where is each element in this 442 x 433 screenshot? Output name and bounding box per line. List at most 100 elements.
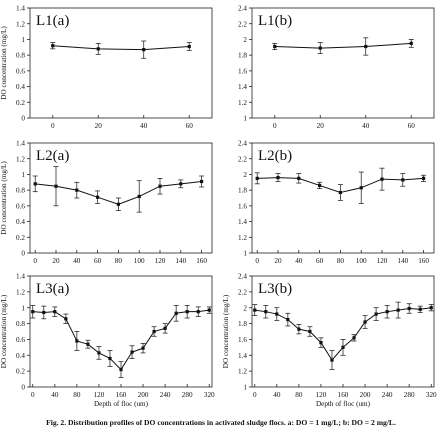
chart-panel: 1 1.2 1.4 1.6 1.8 2 2.2 2.4 0 20 40 60 L1(b) <box>238 5 435 130</box>
x-tick-label: 160 <box>196 257 207 265</box>
y-tick-label: 2.2 <box>238 155 247 163</box>
data-point <box>96 195 100 199</box>
plot-frame <box>251 7 435 119</box>
x-tick-label: 40 <box>140 122 148 130</box>
data-point <box>380 177 384 181</box>
x-tick-label: 200 <box>360 391 371 399</box>
x-tick-label: 80 <box>73 391 81 399</box>
y-tick-label: 0 <box>21 115 25 123</box>
x-tick-label: 0 <box>255 257 259 265</box>
data-point <box>200 179 204 184</box>
y-tick-label: 0.4 <box>16 83 25 91</box>
x-tick-label: 20 <box>52 257 60 265</box>
data-point <box>64 317 68 321</box>
y-tick-label: 2 <box>243 36 247 44</box>
y-tick-label: 1.2 <box>16 288 25 296</box>
data-point <box>364 44 368 49</box>
y-tick-label: 2.2 <box>238 288 247 296</box>
panel-title: L2(b) <box>258 148 292 164</box>
data-point <box>187 44 191 49</box>
y-tick-label: 0 <box>21 250 25 258</box>
series-line <box>274 42 412 49</box>
data-point <box>253 308 257 312</box>
y-tick-label: 0.8 <box>16 187 25 195</box>
x-tick-label: 160 <box>338 391 349 399</box>
y-tick-label: 1.2 <box>16 155 25 163</box>
x-axis-label: Depth of floc (um) <box>316 400 371 408</box>
data-point <box>396 308 400 312</box>
data-point <box>255 176 259 180</box>
data-point <box>359 186 363 190</box>
x-tick-label: 160 <box>116 391 127 399</box>
panel-title: L2(a) <box>36 148 69 164</box>
plot-frame <box>29 142 213 254</box>
data-point <box>108 356 112 361</box>
y-tick-label: 1.4 <box>16 5 25 13</box>
y-axis-label: DO concentration (mg/L) <box>0 161 8 235</box>
data-point <box>330 358 334 362</box>
x-tick-label: 100 <box>134 257 145 265</box>
y-tick-label: 0.2 <box>16 99 25 107</box>
data-point <box>130 350 134 354</box>
data-point <box>116 202 120 206</box>
y-tick-label: 1.6 <box>238 336 247 344</box>
y-tick-label: 0 <box>21 384 25 392</box>
y-tick-label: 0.2 <box>16 234 25 242</box>
x-tick-label: 120 <box>377 257 388 265</box>
data-point <box>276 175 280 180</box>
data-point <box>207 308 211 312</box>
chart-panel: 0 0.2 0.4 0.6 0.8 1 1.2 1.4 0 40 80 120 160 200 240 280… <box>0 273 215 408</box>
x-tick-label: 240 <box>160 391 171 399</box>
y-tick-label: 1 <box>21 304 25 312</box>
data-point <box>363 320 367 324</box>
y-axis-label: DO concentration (mg/L) <box>0 26 8 100</box>
data-point <box>86 342 90 346</box>
data-point <box>319 341 323 345</box>
y-tick-label: 2 <box>243 171 247 179</box>
plot-frame <box>29 7 213 119</box>
data-point <box>119 367 123 372</box>
x-tick-label: 40 <box>273 391 281 399</box>
y-tick-label: 1.8 <box>238 52 247 60</box>
y-tick-label: 1.2 <box>238 99 247 107</box>
panel-title: L3(a) <box>36 281 69 297</box>
data-point <box>53 310 57 314</box>
x-tick-label: 0 <box>51 122 55 130</box>
x-tick-label: 60 <box>94 257 102 265</box>
y-tick-label: 1.2 <box>16 20 25 28</box>
x-tick-label: 140 <box>397 257 408 265</box>
y-tick-label: 1 <box>21 36 25 44</box>
data-point <box>407 306 411 311</box>
data-point <box>33 182 37 186</box>
data-point <box>179 182 183 186</box>
data-point <box>429 306 433 310</box>
panel-title: L1(b) <box>258 13 292 29</box>
x-tick-label: 0 <box>33 257 37 265</box>
data-point <box>341 345 345 349</box>
data-point <box>264 310 268 314</box>
y-tick-label: 1.2 <box>238 234 247 242</box>
y-tick-label: 1.8 <box>238 187 247 195</box>
chart-panel: 1 1.2 1.4 1.6 1.8 2 2.2 2.4 0 20 40 60 80 100 120 140 16… <box>238 140 435 265</box>
x-tick-label: 60 <box>408 122 416 130</box>
y-tick-label: 0.6 <box>16 336 25 344</box>
x-tick-label: 40 <box>51 391 59 399</box>
data-point <box>308 329 312 334</box>
y-tick-label: 1.4 <box>238 352 247 360</box>
y-tick-label: 2 <box>243 304 247 312</box>
y-tick-label: 2.4 <box>238 273 247 281</box>
data-point <box>96 47 100 51</box>
y-tick-label: 1 <box>243 250 247 258</box>
data-point <box>318 46 322 50</box>
data-point <box>275 312 279 316</box>
x-tick-label: 120 <box>316 391 327 399</box>
y-axis-label: DO concentration (mg/L) <box>0 294 8 368</box>
y-tick-label: 1.4 <box>16 273 25 281</box>
x-tick-label: 0 <box>273 122 277 130</box>
data-point <box>51 44 55 48</box>
data-point <box>54 184 58 188</box>
data-point <box>385 310 389 314</box>
y-tick-label: 0.2 <box>16 368 25 376</box>
y-tick-label: 0.6 <box>16 67 25 75</box>
